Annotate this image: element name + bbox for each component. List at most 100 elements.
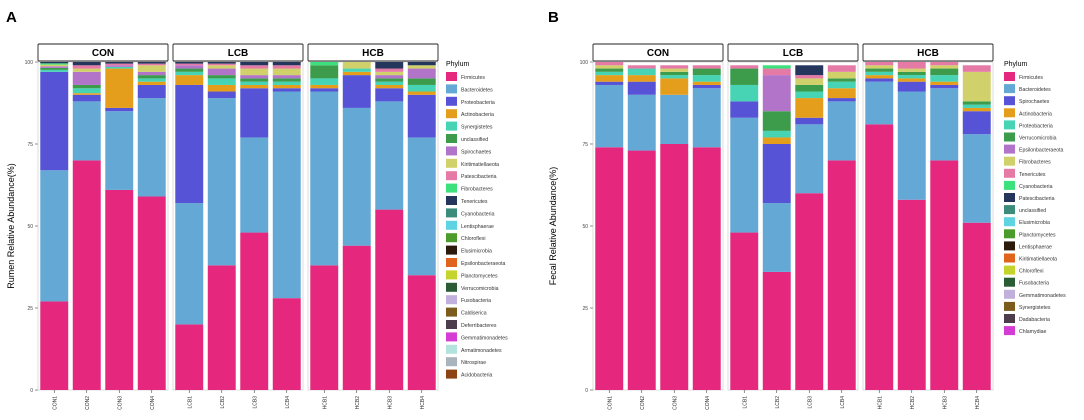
- bar-segment: [762, 111, 791, 131]
- legend-swatch: [446, 146, 457, 156]
- bar-segment: [375, 71, 404, 76]
- legend-swatch: [1004, 229, 1015, 239]
- bar-segment: [272, 81, 301, 85]
- legend-label: Epsilonbacteraeota: [1019, 148, 1064, 154]
- bar-segment: [962, 111, 991, 135]
- legend-label: Proteobacteria: [461, 100, 495, 106]
- legend-label: Caldiserica: [461, 311, 487, 317]
- bar-segment: [762, 144, 791, 204]
- bar-segment: [730, 84, 759, 102]
- bar-segment: [175, 65, 204, 69]
- legend-swatch: [1004, 120, 1015, 130]
- bar-segment: [375, 62, 404, 69]
- bar-segment: [407, 91, 436, 95]
- bar-con2: [627, 65, 656, 390]
- y-tick-label: 25: [582, 306, 588, 312]
- bar-segment: [692, 84, 721, 89]
- bar-lcb2: [207, 62, 236, 390]
- bar-segment: [930, 62, 959, 66]
- legend-label: Cyanobacteria: [1019, 184, 1053, 190]
- bar-segment: [310, 91, 339, 266]
- bar-segment: [207, 84, 236, 92]
- bar-segment: [827, 65, 856, 72]
- legend-label: Lentisphaerae: [461, 224, 494, 230]
- bar-segment: [375, 101, 404, 210]
- bar-segment: [407, 84, 436, 92]
- bar-segment: [827, 160, 856, 390]
- bar-segment: [342, 71, 371, 76]
- legend-label: unclassified: [1019, 208, 1046, 214]
- bar-segment: [930, 84, 959, 89]
- bar-segment: [407, 65, 436, 69]
- legend-label: Armatimonadetes: [461, 348, 502, 354]
- bar-hcb4: [962, 65, 991, 390]
- facet-strip: [307, 43, 439, 62]
- bar-segment: [72, 62, 101, 66]
- bar-segment: [310, 88, 339, 92]
- bar-segment: [375, 209, 404, 390]
- bar-segment: [897, 91, 926, 200]
- legend-swatch: [1004, 193, 1015, 202]
- x-tick-label: HCB2: [355, 396, 361, 410]
- bar-hcb3: [930, 62, 959, 390]
- bar-lcb1: [730, 65, 759, 390]
- bar-segment: [40, 64, 69, 67]
- bar-segment: [207, 265, 236, 390]
- bar-segment: [272, 84, 301, 89]
- bar-segment: [930, 81, 959, 85]
- bar-segment: [240, 88, 269, 138]
- legend-swatch: [1004, 108, 1015, 118]
- bar-con3: [105, 62, 134, 390]
- bar-con2: [72, 62, 101, 390]
- bar-segment: [175, 203, 204, 325]
- bar-segment: [40, 170, 69, 302]
- legend-swatch: [1004, 72, 1015, 81]
- legend-label: Deferribacteres: [461, 323, 497, 329]
- legend-swatch: [446, 84, 457, 94]
- facet-strip: [727, 43, 859, 62]
- bar-segment: [897, 68, 926, 72]
- bar-segment: [795, 124, 824, 194]
- legend-swatch: [1004, 289, 1015, 299]
- bar-hcb4: [407, 62, 436, 390]
- legend-label: Lentisphaerae: [1019, 244, 1052, 250]
- bar-segment: [930, 160, 959, 390]
- bar-segment: [827, 81, 856, 89]
- bar-segment: [72, 93, 101, 95]
- legend-swatch: [1004, 301, 1015, 311]
- bar-segment: [660, 78, 689, 95]
- bar-segment: [310, 78, 339, 85]
- legend-swatch: [446, 171, 457, 181]
- x-tick-label: LCB4: [840, 396, 846, 409]
- bar-lcb1: [175, 62, 204, 390]
- bar-segment: [240, 68, 269, 76]
- legend-label: Synergistetes: [461, 125, 493, 131]
- bar-lcb4: [272, 62, 301, 390]
- facet-strip-label: LCB: [783, 48, 804, 59]
- bar-segment: [310, 65, 339, 79]
- bar-segment: [240, 62, 269, 66]
- bar-segment: [627, 68, 656, 76]
- bar-hcb3: [375, 62, 404, 390]
- bar-segment: [207, 75, 236, 79]
- bar-segment: [310, 265, 339, 390]
- facet-strip: [592, 43, 724, 62]
- bar-segment: [962, 222, 991, 390]
- bar-segment: [240, 65, 269, 69]
- x-tick-label: HCB2: [910, 396, 916, 410]
- bar-segment: [795, 78, 824, 85]
- bar-segment: [762, 137, 791, 144]
- bar-segment: [795, 65, 824, 76]
- bar-segment: [407, 78, 436, 85]
- bar-segment: [175, 71, 204, 76]
- facet-strip-label: LCB: [228, 48, 249, 59]
- bar-segment: [375, 81, 404, 85]
- bar-segment: [660, 94, 689, 144]
- legend-title: Phylum: [446, 61, 470, 68]
- bar-segment: [207, 68, 236, 76]
- legend-label: Nitrospirae: [461, 360, 486, 366]
- legend-swatch: [446, 344, 457, 354]
- bar-segment: [930, 75, 959, 82]
- bar-segment: [407, 275, 436, 390]
- legend: Phylum Firmicutes Bacteroidetes Spirochaete…: [1004, 61, 1066, 336]
